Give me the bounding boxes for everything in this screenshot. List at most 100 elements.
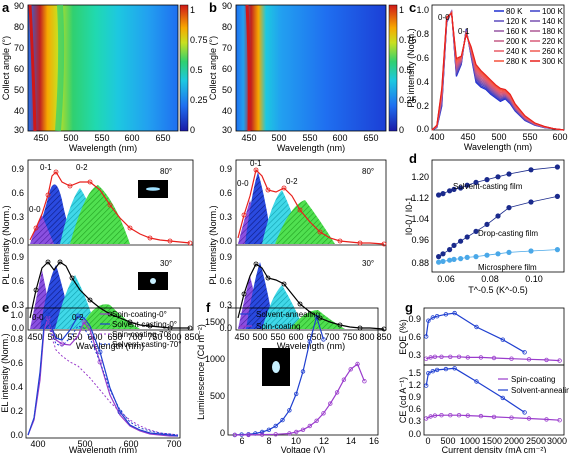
contour-ridge-b xyxy=(245,4,251,132)
data-point xyxy=(484,252,490,258)
y-tick: 0.0 xyxy=(11,236,24,246)
x-tick: 450 xyxy=(241,133,256,143)
x-tick: 500 xyxy=(491,132,506,142)
data-point xyxy=(554,193,561,199)
x-tick: 750 xyxy=(342,332,357,342)
y-axis-label-c: PL intensity (Norm.) xyxy=(406,28,416,107)
y-tick: 0.3 xyxy=(11,300,24,310)
el-solvent-70 xyxy=(27,316,179,436)
x-tick: 700 xyxy=(324,332,339,342)
data-point xyxy=(280,417,285,423)
cbar-tick: 0.25 xyxy=(190,95,208,105)
x-tick: 850 xyxy=(376,332,391,342)
legend-label: 200 K xyxy=(506,37,528,46)
data-point xyxy=(362,379,367,384)
data-point xyxy=(491,414,497,420)
pl-fit-top-b xyxy=(237,168,385,245)
pl-markers-bottom-b xyxy=(241,261,387,332)
luminescence-series xyxy=(232,314,367,438)
x-tick: 12 xyxy=(319,436,329,446)
legend-label: 160 K xyxy=(506,27,528,36)
y-tick: 70 xyxy=(222,43,232,53)
y-ticks-a2: 0.9 0.6 0.3 0.0 0.9 0.6 0.3 0.0 xyxy=(11,164,24,333)
y-axis-label-b: Collect angle (°) xyxy=(208,36,218,100)
x-tick: 2500 xyxy=(526,436,546,446)
y-tick: 0.6 xyxy=(11,276,24,286)
data-point xyxy=(307,339,312,344)
data-point xyxy=(447,257,453,263)
data-point xyxy=(473,179,479,185)
panel-g: g Spin-coating Solvent-annealing 0.9 0.6… xyxy=(398,300,569,453)
legend-label: 220 K xyxy=(542,37,564,46)
y-tick: 1.0 xyxy=(10,310,23,320)
x-tick: 8 xyxy=(266,436,271,446)
data-point xyxy=(430,315,435,320)
legend-f: Solvent-annealing Spin-coating xyxy=(240,310,320,331)
y-tick: 0.3 xyxy=(219,212,232,222)
legend-label: 280 K xyxy=(506,57,528,66)
data-point xyxy=(426,318,431,323)
peak-label: 0-0 xyxy=(237,179,249,188)
colorbar-ticks-b: 1 0.75 0.5 0.25 0 xyxy=(399,5,417,135)
data-point xyxy=(452,366,457,371)
pl-fit-bottom xyxy=(29,261,190,329)
peak-label: 0-0 xyxy=(32,313,44,322)
data-point xyxy=(266,427,272,432)
y-tick: 0.88 xyxy=(411,258,429,268)
x-axis-label-g: Current density (mA cm⁻²) xyxy=(442,445,547,453)
x-tick: 550 xyxy=(270,332,285,342)
data-point xyxy=(246,432,251,438)
x-tick: 0 xyxy=(425,436,430,446)
data-point xyxy=(424,356,429,361)
legend-label: 180 K xyxy=(542,27,564,36)
ratio-scatter xyxy=(436,164,561,265)
y-tick: 1.0 xyxy=(416,5,429,15)
colorbar-a xyxy=(179,4,189,132)
legend-label: 300 K xyxy=(542,57,564,66)
series-line xyxy=(234,314,325,436)
data-point xyxy=(495,174,501,180)
data-point xyxy=(443,312,449,317)
data-point xyxy=(544,357,549,363)
y-tick: 40 xyxy=(222,106,232,116)
data-point xyxy=(273,423,278,429)
data-point xyxy=(452,310,457,316)
x-tick: 450 xyxy=(234,332,249,342)
el-spin-70 xyxy=(27,320,179,436)
pl-markers-top xyxy=(33,169,193,246)
y-tick: 50 xyxy=(14,85,24,95)
panel-label-c: c xyxy=(409,0,416,15)
x-tick: 750 xyxy=(147,332,162,342)
inset-glow xyxy=(150,278,156,284)
y-tick: 0.6 xyxy=(11,188,24,198)
peak-label: 0-2 xyxy=(286,177,298,186)
data-point xyxy=(439,413,444,418)
gaussian-cyan-bottom xyxy=(262,285,304,329)
data-point xyxy=(458,256,464,262)
y-ticks-f: 1500 1000 500 0 xyxy=(205,317,225,438)
data-point xyxy=(528,167,534,173)
panel-b-spectra: 0-1 0-0 0-2 80° 30° 0.9 0.6 0.3 0.0 0.9 … xyxy=(208,159,392,351)
x-tick: 550 xyxy=(67,332,82,342)
data-point xyxy=(491,355,497,361)
contour-map-b xyxy=(235,4,387,132)
data-point xyxy=(428,355,433,360)
data-point xyxy=(428,414,433,419)
panel-d: d Solvent-casting film Drop-casting film… xyxy=(404,151,565,295)
y-tick: 0.8 xyxy=(10,334,23,344)
data-point xyxy=(434,367,440,373)
peak-label: 0-1 xyxy=(250,159,262,168)
y-tick: 0.8 xyxy=(416,29,429,39)
el-solvent-0 xyxy=(27,311,179,437)
x-axis-label-a: Wavelength (nm) xyxy=(69,143,137,153)
data-point xyxy=(287,408,292,413)
y-ticks-c: 1.0 0.8 0.6 0.4 0.2 0.0 xyxy=(416,5,429,134)
data-point xyxy=(478,413,484,419)
data-point xyxy=(439,354,444,359)
cbar-tick: 0.75 xyxy=(190,35,208,45)
x-tick: 2000 xyxy=(504,436,524,446)
x-tick: 500 xyxy=(271,133,286,143)
y-ticks-e: 1.0 0.8 0.6 0.4 0.2 0.0 xyxy=(10,310,23,440)
